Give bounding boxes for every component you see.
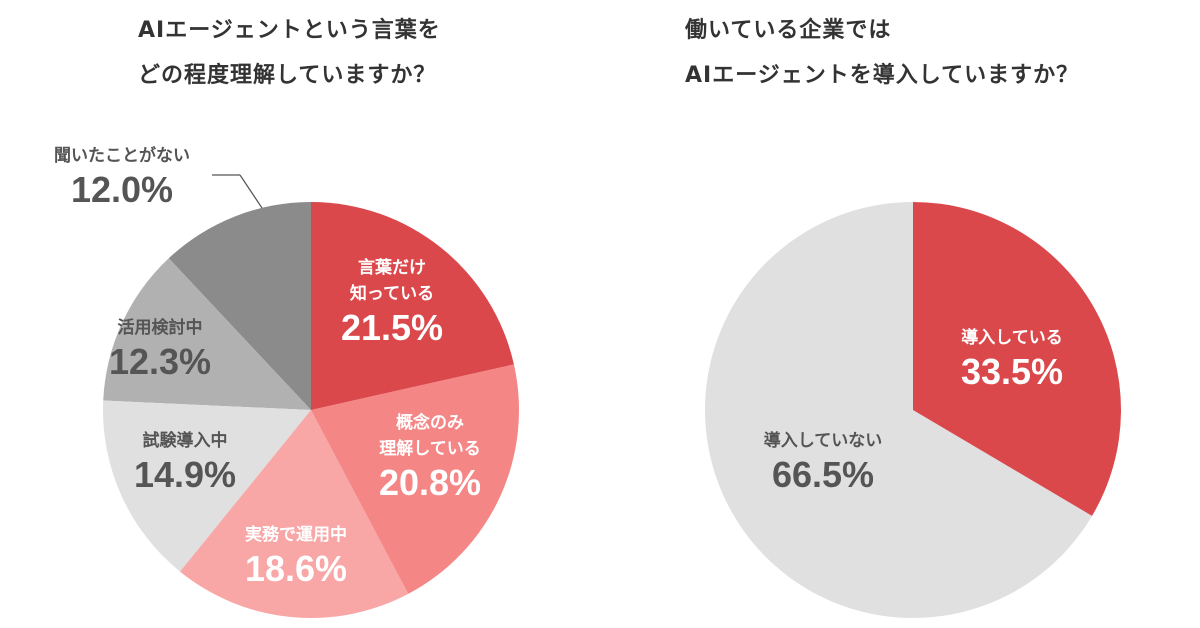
slice-label-not-adopted: 導入していない 66.5% <box>763 431 883 495</box>
pie-slice <box>168 202 311 410</box>
left-title-line-2: どの程度理解していますか？ <box>138 63 437 88</box>
pie-slice <box>102 400 311 572</box>
leader-line <box>239 174 263 209</box>
right-chart-title: 働いている企業では AIエージェントを導入していますか？ <box>685 8 1079 98</box>
slice-label-adopted: 導入している 33.5% <box>960 328 1064 392</box>
pie-slice <box>180 410 409 619</box>
left-chart-title: AIエージェントという言葉を どの程度理解していますか？ <box>138 8 441 98</box>
pie-slice <box>913 202 1121 516</box>
right-title-line-2: AIエージェントを導入していますか？ <box>685 63 1080 88</box>
pie-slice <box>311 202 514 410</box>
right-title-line-1: 働いている企業では <box>685 18 892 43</box>
pie-slice <box>103 258 312 410</box>
pie-slice <box>311 364 519 594</box>
slice-label-considering: 活用検討中 12.3% <box>108 318 212 382</box>
slice-label-never-heard: 聞いたことがない 12.0% <box>54 146 190 210</box>
slice-label-in-operation: 実務で運用中 18.6% <box>244 525 348 589</box>
left-title-line-1: AIエージェントという言葉を <box>138 18 441 43</box>
slice-label-concept-only: 概念のみ 理解している 20.8% <box>378 413 482 503</box>
slice-label-words-only: 言葉だけ 知っている 21.5% <box>340 258 444 348</box>
pie-slice <box>704 202 1093 618</box>
slice-label-trial: 試験導入中 14.9% <box>133 431 237 495</box>
